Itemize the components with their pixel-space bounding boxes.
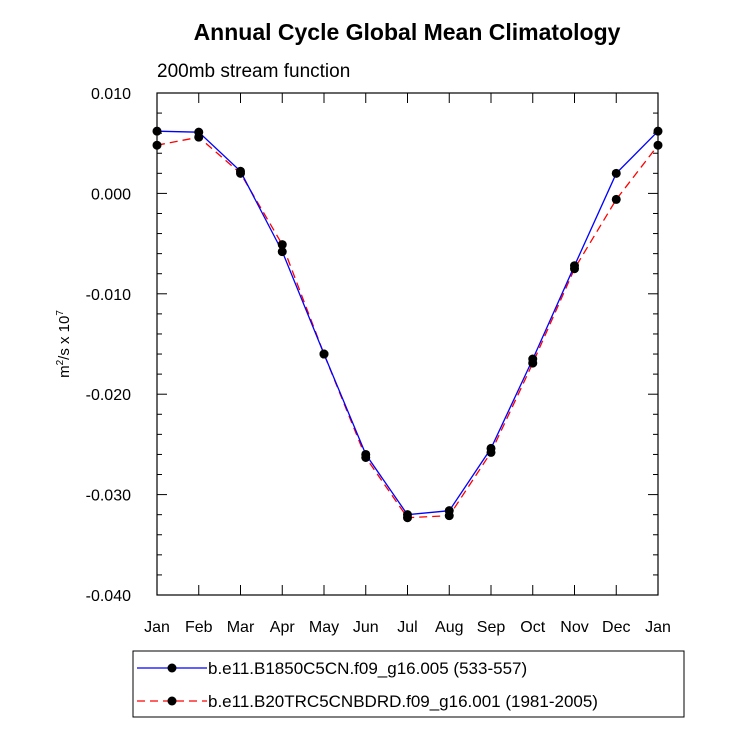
x-tick-label: Jun — [353, 619, 379, 636]
x-tick-label: Jan — [144, 619, 170, 636]
x-tick-label: Apr — [270, 619, 296, 636]
x-tick-label: Mar — [227, 619, 255, 636]
series-1-point — [570, 261, 579, 271]
series-1-point — [152, 126, 162, 136]
y-tick-label: -0.010 — [86, 287, 131, 304]
y-axis-label-sup1: 2 — [55, 359, 66, 365]
y-tick-label: 0.000 — [91, 186, 131, 203]
legend: b.e11.B1850C5CN.f09_g16.005 (533-557) b.… — [132, 650, 685, 718]
series-line-2 — [156, 136, 659, 519]
series-1-point — [319, 349, 329, 359]
series-1-point — [653, 126, 663, 136]
series-2-point — [653, 140, 663, 150]
legend-marker-series-2 — [167, 696, 177, 706]
x-tick-label: Oct — [520, 619, 545, 636]
series-1-point — [486, 443, 496, 453]
x-tick-label: Jan — [645, 619, 671, 636]
series-2-point — [277, 240, 287, 250]
y-tick-label: -0.020 — [86, 387, 131, 404]
series-2-point — [611, 194, 621, 204]
y-tick-label: -0.030 — [86, 488, 131, 505]
legend-marker-series-1 — [167, 663, 177, 673]
series-2-point — [152, 140, 162, 150]
plot-area: 0.010 0.000 -0.010 -0.020 -0.030 -0.040 Jan Feb… — [86, 86, 671, 636]
series-1-point — [611, 168, 621, 178]
legend-box — [132, 650, 685, 718]
y-axis-label-sup2: 7 — [55, 310, 66, 316]
y-tick-label: -0.040 — [86, 588, 131, 605]
series-line-1 — [156, 130, 659, 516]
series-1-point — [277, 247, 287, 257]
x-tick-label: Nov — [560, 619, 588, 636]
y-axis-label-base: m — [56, 365, 73, 378]
series-1-point — [194, 127, 204, 137]
series-1-point — [403, 510, 412, 520]
x-tick-label: Aug — [435, 619, 463, 636]
x-tick-label: Feb — [185, 619, 213, 636]
y-axis-label-mid: /s x 10 — [56, 316, 73, 360]
chart-title: Annual Cycle Global Mean Climatology — [194, 19, 621, 45]
y-axis-label: m2/s x 107 — [55, 310, 73, 378]
chart-subtitle: 200mb stream function — [157, 61, 350, 82]
x-tick-label: May — [309, 619, 339, 636]
legend-label-series-2: b.e11.B20TRC5CNBDRD.f09_g16.001 (1981-20… — [208, 692, 598, 711]
series-1-point — [236, 166, 245, 176]
x-tick-label: Sep — [477, 619, 506, 636]
legend-label-series-1: b.e11.B1850C5CN.f09_g16.005 (533-557) — [208, 659, 527, 678]
series-1-point — [444, 506, 454, 516]
y-tick-label: 0.010 — [91, 86, 131, 103]
series-1-point — [361, 449, 371, 459]
x-tick-label: Dec — [602, 619, 630, 636]
series-1-point — [528, 354, 538, 364]
x-tick-label: Jul — [397, 619, 417, 636]
